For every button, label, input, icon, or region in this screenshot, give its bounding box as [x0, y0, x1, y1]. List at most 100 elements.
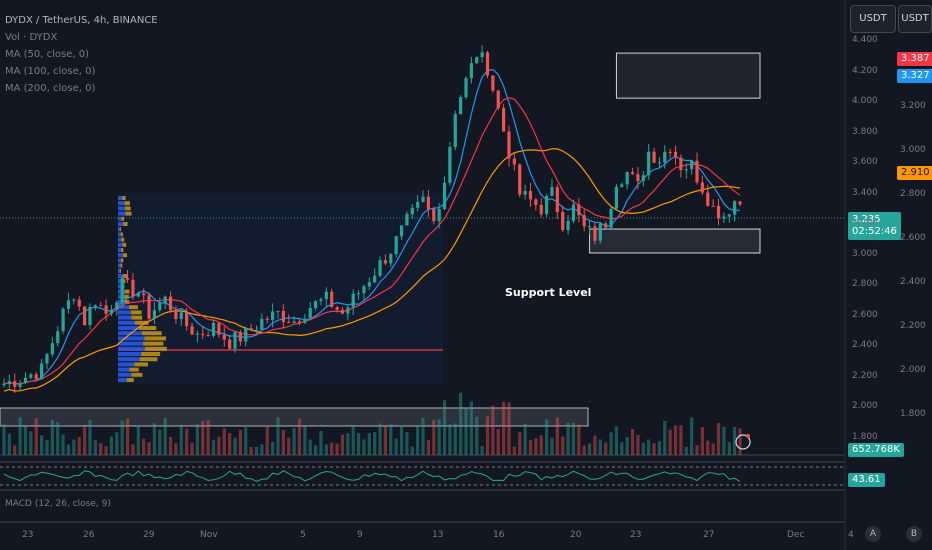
candle-body — [620, 184, 624, 187]
candle-body — [630, 172, 635, 175]
volume-bar — [195, 424, 200, 455]
candle-body — [29, 374, 33, 378]
volume-bar — [518, 431, 522, 455]
price-tick-label: 3.200 — [852, 218, 878, 228]
volume-bar — [389, 424, 393, 455]
candle-body — [351, 293, 355, 308]
volume-bar — [534, 438, 538, 455]
volume-bar — [40, 435, 44, 455]
volume-bar — [690, 417, 694, 455]
symbol-label[interactable]: DYDX / TetherUS, 4h, BINANCE — [5, 15, 158, 26]
volume-bar — [244, 427, 248, 455]
candle-body — [641, 175, 645, 182]
price-tick-label: 3.000 — [852, 248, 878, 259]
candle-body — [228, 339, 232, 349]
candle-body — [324, 291, 328, 300]
profile-bar-buy — [118, 362, 135, 367]
time-tick-label: 29 — [143, 530, 155, 540]
candle-body — [2, 384, 6, 386]
profile-bar-buy — [118, 315, 132, 320]
volume-bar — [82, 424, 87, 455]
price-tick-label: 3.600 — [852, 157, 878, 167]
volume-bar — [18, 417, 22, 455]
profile-bar-sell — [125, 211, 132, 216]
candle-body — [373, 275, 377, 283]
volume-bar — [609, 432, 613, 455]
candle-body — [690, 160, 694, 170]
candle-body — [66, 300, 71, 309]
ma50-legend[interactable]: MA (50, close, 0) — [5, 49, 90, 60]
volume-legend[interactable]: Vol · DYDX — [5, 32, 58, 43]
price-tick-label: 2.000 — [852, 401, 878, 411]
rsi-value-tag: 43.61 — [848, 473, 885, 487]
volume-bar — [625, 437, 629, 455]
candle-body — [614, 186, 619, 209]
ma200-legend[interactable]: MA (200, close, 0) — [5, 83, 96, 94]
candle-body — [319, 299, 323, 302]
candle-body — [389, 254, 393, 264]
volume-bar — [485, 416, 490, 455]
currency-button-right[interactable]: USDT — [898, 5, 932, 33]
volume-bar — [598, 439, 602, 455]
volume-bar — [657, 441, 662, 455]
volume-bar — [233, 437, 237, 455]
volume-bar — [168, 436, 173, 455]
volume-bar — [313, 445, 318, 455]
candle-body — [416, 201, 420, 208]
profile-bar-buy — [118, 320, 135, 325]
candle-body — [582, 215, 586, 227]
volume-bar — [722, 426, 726, 455]
candle-body — [93, 305, 97, 308]
candle-body — [281, 310, 285, 323]
profile-bar-sell — [134, 362, 149, 367]
candle-body — [571, 204, 576, 221]
currency-button-left[interactable]: USDT — [850, 5, 896, 33]
candle-body — [679, 157, 683, 171]
volume-bar — [491, 405, 495, 455]
volume-bar — [421, 418, 425, 455]
volume-bar — [142, 438, 146, 455]
candle-body — [706, 192, 710, 206]
volume-bar — [673, 425, 678, 455]
candle-body — [136, 293, 140, 297]
candle-body — [82, 306, 87, 326]
time-tick-label: 26 — [83, 530, 95, 540]
profile-bar-buy — [118, 274, 124, 278]
volume-bar — [582, 445, 586, 455]
support-level-annotation: Support Level — [505, 286, 592, 299]
scale-auto-button[interactable]: A — [865, 526, 881, 542]
profile-bar-sell — [124, 201, 130, 206]
candle-body — [711, 205, 715, 207]
profile-bar-buy — [118, 258, 121, 263]
volume-bar — [426, 440, 431, 455]
volume-bar — [131, 444, 135, 455]
profile-bar-sell — [138, 326, 157, 330]
volume-bar — [217, 436, 221, 455]
volume-zone — [0, 407, 589, 427]
volume-bar — [115, 432, 119, 455]
volume-bar — [442, 400, 447, 455]
candle-body — [254, 329, 259, 331]
volume-bar — [399, 425, 404, 455]
ma100-legend[interactable]: MA (100, close, 0) — [5, 66, 96, 77]
macd-legend[interactable]: MACD (12, 26, close, 9) — [5, 499, 111, 509]
price-tick-label: 2.600 — [852, 309, 878, 320]
candle-body — [367, 282, 371, 287]
volume-bar — [383, 425, 388, 455]
candle-body — [335, 307, 339, 310]
volume-bar — [88, 419, 92, 455]
price-tick-label: 2.200 — [900, 321, 926, 331]
volume-bar — [571, 422, 576, 455]
candle-body — [109, 309, 114, 314]
volume-bar — [185, 428, 189, 455]
profile-bar-sell — [123, 274, 128, 278]
price-tick-label: 2.200 — [852, 370, 878, 381]
volume-bar — [706, 440, 710, 455]
profile-bar-sell — [144, 346, 167, 351]
scale-b-button[interactable]: B — [906, 526, 922, 542]
candle-body — [587, 226, 592, 228]
volume-bar — [297, 418, 302, 455]
volume-bar — [66, 444, 71, 455]
profile-bar-sell — [122, 242, 127, 247]
